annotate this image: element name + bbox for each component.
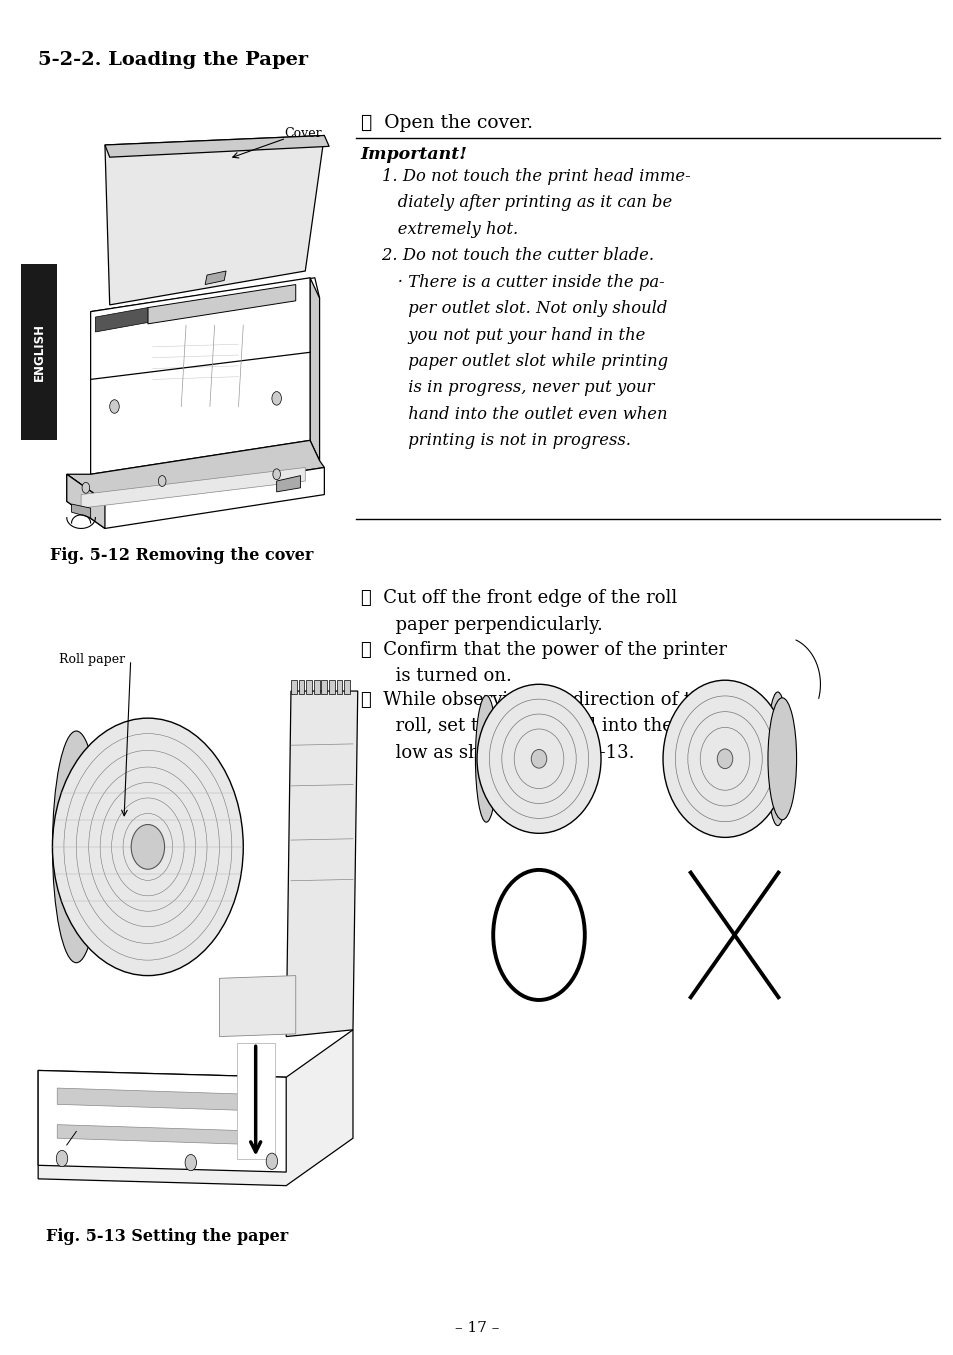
Circle shape xyxy=(110,400,119,413)
Polygon shape xyxy=(91,278,319,332)
Text: · There is a cutter inside the pa-: · There is a cutter inside the pa- xyxy=(360,274,663,291)
Text: ①  Open the cover.: ① Open the cover. xyxy=(360,114,532,131)
Text: Fig. 5-12 Removing the cover: Fig. 5-12 Removing the cover xyxy=(50,547,313,565)
Text: per outlet slot. Not only should: per outlet slot. Not only should xyxy=(360,299,666,317)
Polygon shape xyxy=(219,976,295,1037)
Polygon shape xyxy=(329,680,335,694)
Text: Important!: Important! xyxy=(360,146,467,164)
Polygon shape xyxy=(38,1030,353,1186)
Polygon shape xyxy=(306,680,312,694)
Polygon shape xyxy=(344,680,350,694)
Text: paper outlet slot while printing: paper outlet slot while printing xyxy=(360,352,667,370)
Polygon shape xyxy=(314,680,319,694)
Circle shape xyxy=(272,392,281,405)
Text: extremely hot.: extremely hot. xyxy=(360,221,517,238)
Ellipse shape xyxy=(131,824,164,870)
Circle shape xyxy=(56,1150,68,1167)
Circle shape xyxy=(273,469,280,480)
Text: hand into the outlet even when: hand into the outlet even when xyxy=(360,405,666,423)
Bar xyxy=(21,264,57,440)
Ellipse shape xyxy=(476,684,600,833)
Polygon shape xyxy=(265,301,276,318)
Polygon shape xyxy=(162,301,173,318)
Polygon shape xyxy=(105,136,329,157)
Polygon shape xyxy=(321,680,327,694)
Ellipse shape xyxy=(717,749,732,768)
Polygon shape xyxy=(298,680,304,694)
Text: Fig. 5-13 Setting the paper: Fig. 5-13 Setting the paper xyxy=(46,1228,288,1245)
Circle shape xyxy=(82,482,90,493)
Polygon shape xyxy=(205,271,226,285)
Polygon shape xyxy=(67,474,105,528)
Ellipse shape xyxy=(766,692,788,825)
Polygon shape xyxy=(57,1125,267,1145)
Text: you not put your hand in the: you not put your hand in the xyxy=(360,327,644,344)
Polygon shape xyxy=(81,467,305,508)
Ellipse shape xyxy=(52,732,100,962)
Polygon shape xyxy=(148,285,295,324)
Polygon shape xyxy=(336,680,342,694)
Text: diately after printing as it can be: diately after printing as it can be xyxy=(360,194,671,211)
Circle shape xyxy=(266,1153,277,1169)
Text: is in progress, never put your: is in progress, never put your xyxy=(360,379,654,397)
Polygon shape xyxy=(67,467,324,528)
Text: ENGLISH: ENGLISH xyxy=(32,324,46,381)
Polygon shape xyxy=(310,278,319,461)
Polygon shape xyxy=(286,691,357,1037)
Polygon shape xyxy=(67,440,324,501)
Polygon shape xyxy=(291,680,296,694)
Polygon shape xyxy=(236,1043,274,1159)
Ellipse shape xyxy=(531,749,546,768)
Circle shape xyxy=(185,1154,196,1171)
Polygon shape xyxy=(38,1070,286,1172)
Polygon shape xyxy=(91,278,310,474)
Polygon shape xyxy=(148,325,243,406)
Polygon shape xyxy=(276,476,300,492)
Polygon shape xyxy=(213,301,225,318)
Polygon shape xyxy=(105,136,324,305)
Polygon shape xyxy=(95,318,291,413)
Ellipse shape xyxy=(475,695,497,822)
Polygon shape xyxy=(95,308,148,332)
Text: 1. Do not touch the print head imme-: 1. Do not touch the print head imme- xyxy=(360,168,690,186)
Text: ③  Confirm that the power of the printer
      is turned on.: ③ Confirm that the power of the printer … xyxy=(360,641,726,686)
Polygon shape xyxy=(248,301,259,318)
Polygon shape xyxy=(57,1088,267,1111)
Circle shape xyxy=(158,476,166,486)
Text: Roll paper: Roll paper xyxy=(59,653,125,667)
Polygon shape xyxy=(196,301,208,318)
Text: Cover: Cover xyxy=(284,126,321,140)
Ellipse shape xyxy=(662,680,786,837)
Polygon shape xyxy=(231,301,242,318)
Text: ④  While observing the direction of the
      roll, set the paper roll into the : ④ While observing the direction of the r… xyxy=(360,691,712,762)
Ellipse shape xyxy=(767,698,796,820)
Text: – 17 –: – 17 – xyxy=(455,1321,498,1335)
Polygon shape xyxy=(179,301,191,318)
Ellipse shape xyxy=(52,718,243,976)
Polygon shape xyxy=(71,504,91,518)
Text: 5-2-2. Loading the Paper: 5-2-2. Loading the Paper xyxy=(38,51,308,69)
Text: printing is not in progress.: printing is not in progress. xyxy=(360,432,630,450)
Text: ②  Cut off the front edge of the roll
      paper perpendicularly.: ② Cut off the front edge of the roll pap… xyxy=(360,589,676,634)
Text: 2. Do not touch the cutter blade.: 2. Do not touch the cutter blade. xyxy=(360,247,653,264)
